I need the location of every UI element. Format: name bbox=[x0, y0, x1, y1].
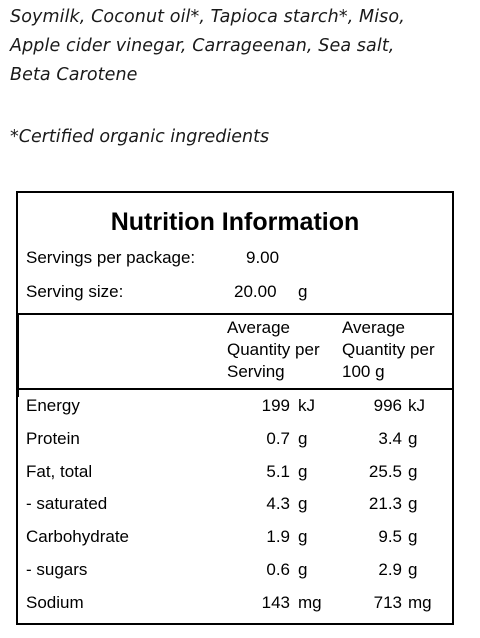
per-serving-unit: g bbox=[298, 527, 308, 547]
nutrition-panel: Nutrition Information Servings per packa… bbox=[16, 191, 454, 625]
nutrient-name: Energy bbox=[26, 396, 80, 415]
column-header-per-100g: Average Quantity per 100 g bbox=[342, 317, 435, 383]
per-serving-value: 0.7 bbox=[266, 428, 290, 448]
per-100g-value: 996 bbox=[373, 396, 402, 415]
per-serving-unit: g bbox=[298, 428, 308, 448]
servings-value: 9.00 bbox=[246, 248, 280, 267]
per-100g-value: 3.4 bbox=[378, 428, 402, 448]
per-serving-unit: kJ bbox=[298, 396, 315, 415]
nutrient-name: Fat, total bbox=[26, 461, 93, 481]
divider bbox=[18, 388, 452, 390]
per-serving-value: 0.6 bbox=[266, 560, 290, 579]
per-100g-unit: kJ bbox=[408, 396, 425, 415]
per-100g-unit: g bbox=[408, 494, 418, 514]
ingredients-line: Beta Carotene bbox=[10, 65, 138, 85]
per-100g-value: 21.3 bbox=[368, 494, 402, 514]
servings-label: Servings per package: bbox=[26, 248, 196, 267]
column-header-per-serving: Average Quantity per Serving bbox=[227, 317, 320, 383]
certified-organic-note: *Certified organic ingredients bbox=[10, 127, 270, 147]
nutrient-name: Protein bbox=[26, 428, 80, 448]
ingredients-line: Soymilk, Coconut oil*, Tapioca starch*, … bbox=[10, 7, 405, 27]
per-100g-unit: mg bbox=[408, 592, 432, 612]
per-100g-value: 713 bbox=[373, 592, 402, 612]
per-serving-value: 5.1 bbox=[266, 461, 290, 481]
serving-size-unit: g bbox=[298, 282, 308, 301]
ingredients-list: Soymilk, Coconut oil*, Tapioca starch*, … bbox=[10, 3, 476, 90]
per-serving-unit: g bbox=[298, 461, 308, 481]
per-100g-unit: g bbox=[408, 527, 418, 547]
divider bbox=[18, 313, 452, 315]
per-serving-unit: g bbox=[298, 494, 308, 514]
per-100g-value: 9.5 bbox=[378, 527, 402, 547]
per-serving-unit: mg bbox=[298, 592, 322, 612]
per-serving-value: 1.9 bbox=[266, 527, 290, 547]
per-100g-unit: g bbox=[408, 428, 418, 448]
ingredients-line: Apple cider vinegar, Carrageenan, Sea sa… bbox=[10, 36, 395, 56]
per-serving-value: 143 bbox=[261, 592, 290, 612]
per-serving-value: 4.3 bbox=[266, 494, 290, 514]
nutrient-name: - saturated bbox=[26, 494, 108, 514]
nutrient-name: Carbohydrate bbox=[26, 527, 130, 547]
per-100g-value: 25.5 bbox=[368, 461, 402, 481]
per-100g-unit: g bbox=[408, 461, 418, 481]
header-line: Average bbox=[342, 318, 406, 337]
serving-size-value: 20.00 bbox=[234, 282, 277, 301]
header-line: Serving bbox=[227, 362, 285, 381]
divider bbox=[18, 315, 19, 397]
header-line: Quantity per bbox=[342, 340, 435, 359]
per-serving-value: 199 bbox=[261, 396, 290, 415]
nutrient-name: - sugars bbox=[26, 560, 88, 579]
per-100g-unit: g bbox=[408, 560, 418, 579]
panel-title: Nutrition Information bbox=[110, 208, 360, 236]
nutrient-name: Sodium bbox=[26, 592, 84, 612]
header-line: 100 g bbox=[342, 362, 385, 381]
serving-size-label: Serving size: bbox=[26, 282, 124, 301]
per-serving-unit: g bbox=[298, 560, 308, 579]
per-100g-value: 2.9 bbox=[378, 560, 402, 579]
header-line: Average bbox=[227, 318, 291, 337]
header-line: Quantity per bbox=[227, 340, 320, 359]
